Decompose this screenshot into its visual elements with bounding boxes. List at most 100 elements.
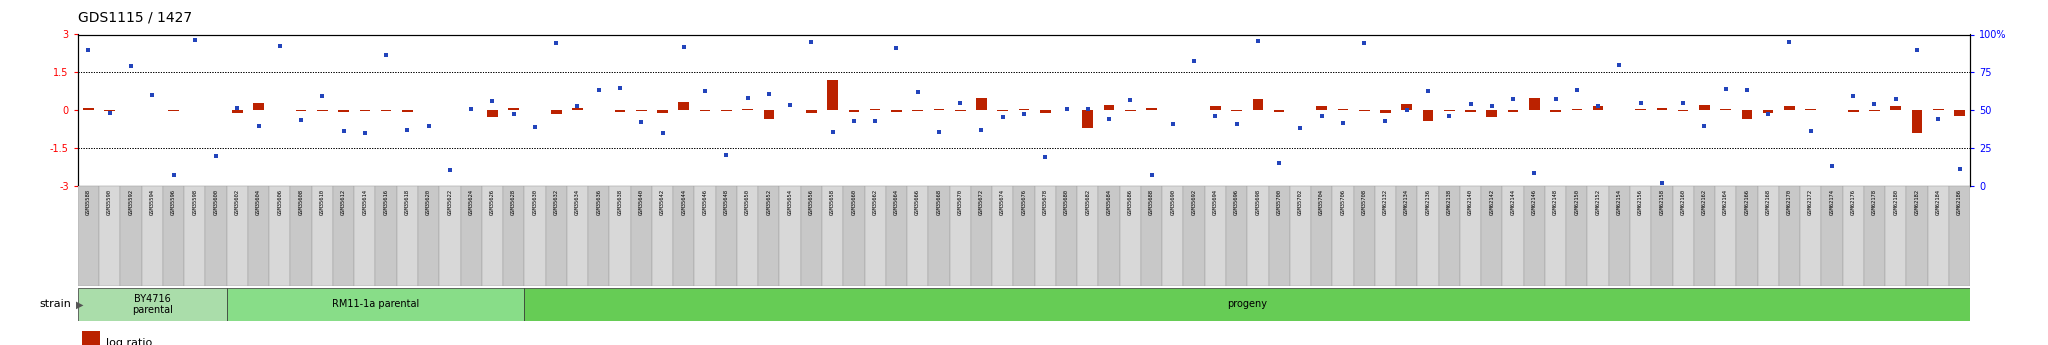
Bar xyxy=(1530,98,1540,110)
Point xyxy=(199,154,231,159)
Text: GSM62166: GSM62166 xyxy=(1745,189,1749,215)
Bar xyxy=(1954,110,1964,116)
Bar xyxy=(1317,106,1327,110)
Bar xyxy=(1161,186,1184,286)
Point xyxy=(518,124,551,130)
Bar xyxy=(231,110,242,112)
Bar xyxy=(1587,186,1610,286)
Text: GSM35692: GSM35692 xyxy=(1192,189,1196,215)
Point xyxy=(774,103,807,108)
Bar xyxy=(1673,186,1694,286)
Point xyxy=(178,37,211,42)
Bar xyxy=(1268,186,1290,286)
Point xyxy=(1114,97,1147,102)
Point xyxy=(455,107,487,112)
Point xyxy=(795,39,827,45)
Text: GSM35588: GSM35588 xyxy=(86,189,90,215)
Bar xyxy=(1247,186,1268,286)
Bar xyxy=(1700,105,1710,110)
Text: GSM35656: GSM35656 xyxy=(809,189,813,215)
Text: BY4716
parental: BY4716 parental xyxy=(131,294,172,315)
Bar xyxy=(844,186,864,286)
Bar xyxy=(1571,109,1583,110)
Bar xyxy=(821,186,844,286)
Text: GSM62160: GSM62160 xyxy=(1681,189,1686,215)
Text: GSM35666: GSM35666 xyxy=(915,189,920,215)
Point xyxy=(1221,121,1253,127)
Point xyxy=(72,47,104,52)
Text: GSM35664: GSM35664 xyxy=(893,189,899,215)
Point xyxy=(944,100,977,105)
Bar xyxy=(1374,186,1397,286)
Bar xyxy=(545,186,567,286)
Bar xyxy=(338,110,348,112)
Bar xyxy=(227,186,248,286)
Text: GSM35680: GSM35680 xyxy=(1065,189,1069,215)
Bar xyxy=(887,186,907,286)
Text: GSM35644: GSM35644 xyxy=(682,189,686,215)
Bar xyxy=(864,186,887,286)
Bar xyxy=(168,110,178,111)
Bar xyxy=(741,109,754,110)
Point xyxy=(1731,87,1763,92)
Bar xyxy=(78,288,227,321)
Point xyxy=(328,128,360,134)
Text: GSM35702: GSM35702 xyxy=(1298,189,1303,215)
Bar xyxy=(764,110,774,119)
Bar xyxy=(1821,186,1843,286)
Text: GSM35678: GSM35678 xyxy=(1042,189,1049,215)
Text: GSM62168: GSM62168 xyxy=(1765,189,1772,215)
Text: GSM35610: GSM35610 xyxy=(319,189,326,215)
Bar xyxy=(104,110,115,111)
Text: GSM35646: GSM35646 xyxy=(702,189,707,215)
Text: GSM35694: GSM35694 xyxy=(1212,189,1219,215)
Text: GSM35630: GSM35630 xyxy=(532,189,537,215)
Point xyxy=(115,63,147,69)
Text: ▶: ▶ xyxy=(76,299,84,309)
Bar xyxy=(971,186,991,286)
Point xyxy=(901,89,934,95)
Bar xyxy=(1714,186,1737,286)
Bar xyxy=(508,108,518,110)
Point xyxy=(1581,103,1614,108)
Point xyxy=(561,104,594,109)
Text: GSM35636: GSM35636 xyxy=(596,189,602,215)
Point xyxy=(1135,172,1167,178)
Bar xyxy=(1290,186,1311,286)
Bar xyxy=(397,186,418,286)
Bar xyxy=(588,186,610,286)
Bar xyxy=(1227,186,1247,286)
Bar xyxy=(354,186,375,286)
Text: GSM62134: GSM62134 xyxy=(1405,189,1409,215)
Text: GSM35682: GSM35682 xyxy=(1085,189,1090,215)
Bar xyxy=(674,186,694,286)
Text: GSM35708: GSM35708 xyxy=(1362,189,1366,215)
Bar xyxy=(1907,186,1927,286)
Text: GSM35696: GSM35696 xyxy=(1235,189,1239,215)
Bar xyxy=(311,186,334,286)
Point xyxy=(1497,96,1530,102)
Bar xyxy=(1464,110,1477,111)
Point xyxy=(668,44,700,49)
Point xyxy=(1837,93,1870,99)
Bar xyxy=(1141,186,1161,286)
Text: GSM62154: GSM62154 xyxy=(1616,189,1622,215)
Text: GSM35622: GSM35622 xyxy=(446,189,453,215)
Text: GSM35706: GSM35706 xyxy=(1341,189,1346,215)
Text: GSM62162: GSM62162 xyxy=(1702,189,1706,215)
Bar xyxy=(1014,186,1034,286)
Point xyxy=(1475,103,1507,109)
Bar xyxy=(1507,110,1518,112)
Text: GSM35638: GSM35638 xyxy=(618,189,623,215)
Point xyxy=(1774,39,1806,45)
Point xyxy=(1028,154,1061,159)
Bar xyxy=(1380,110,1391,113)
Text: GSM35606: GSM35606 xyxy=(276,189,283,215)
Text: GSM35594: GSM35594 xyxy=(150,189,156,215)
Text: GSM35668: GSM35668 xyxy=(936,189,942,215)
Text: GSM35700: GSM35700 xyxy=(1276,189,1282,215)
Bar xyxy=(934,109,944,110)
Bar xyxy=(870,109,881,110)
Point xyxy=(1901,47,1933,53)
Point xyxy=(922,129,954,135)
